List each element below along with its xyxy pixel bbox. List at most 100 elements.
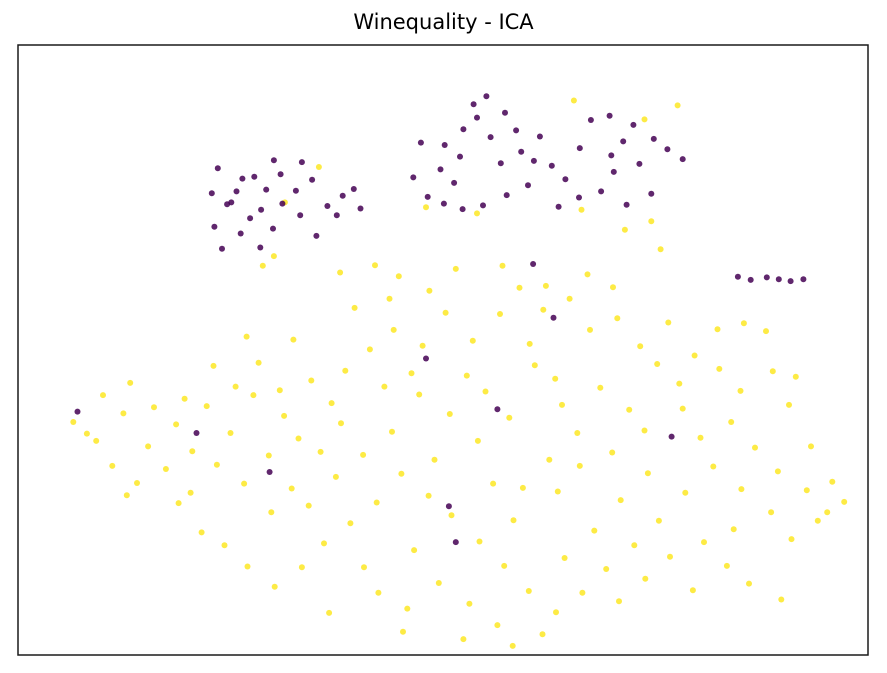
scatter-point-class-1-137 xyxy=(490,480,497,487)
scatter-point-class-1-145 xyxy=(431,456,438,463)
scatter-point-class-1-1 xyxy=(93,437,100,444)
scatter-point-class-1-92 xyxy=(408,370,415,377)
scatter-point-class-1-76 xyxy=(644,470,651,477)
scatter-point-class-1-129 xyxy=(723,562,730,569)
scatter-point-class-1-32 xyxy=(665,319,672,326)
scatter-point-class-1-109 xyxy=(151,404,157,411)
scatter-point-class-0-79 xyxy=(452,539,459,546)
scatter-point-class-1-72 xyxy=(539,631,546,638)
scatter-point-class-0-40 xyxy=(457,153,463,160)
scatter-point-class-0-6 xyxy=(208,190,215,197)
scatter-point-class-0-57 xyxy=(664,146,671,153)
scatter-point-class-0-17 xyxy=(233,188,240,195)
scatter-point-class-0-20 xyxy=(257,244,264,251)
scatter-point-class-0-67 xyxy=(530,157,537,164)
scatter-point-class-1-61 xyxy=(298,564,305,571)
scatter-point-class-1-99 xyxy=(351,304,358,311)
scatter-point-class-0-0 xyxy=(214,165,221,172)
scatter-point-class-1-111 xyxy=(100,392,106,399)
chart-title: Winequality - ICA xyxy=(353,10,534,34)
scatter-point-class-1-75 xyxy=(617,497,624,504)
scatter-point-class-1-114 xyxy=(187,489,194,496)
scatter-point-class-1-25 xyxy=(497,311,503,317)
data-points xyxy=(70,93,848,649)
scatter-point-class-0-78 xyxy=(494,406,501,413)
scatter-point-class-1-128 xyxy=(701,539,707,546)
scatter-point-class-1-22 xyxy=(419,342,426,349)
scatter-point-class-1-125 xyxy=(616,598,622,605)
scatter-point-class-1-165 xyxy=(570,97,577,104)
scatter-point-class-1-20 xyxy=(366,346,373,353)
scatter-point-class-1-10 xyxy=(241,480,248,487)
scatter-point-class-0-44 xyxy=(525,182,531,189)
scatter-point-class-1-171 xyxy=(578,206,585,213)
scatter-point-class-1-18 xyxy=(295,435,302,442)
scatter-point-class-1-21 xyxy=(390,326,397,333)
scatter-point-class-0-39 xyxy=(470,101,477,108)
scatter-point-class-0-26 xyxy=(298,159,305,166)
scatter-point-class-1-37 xyxy=(786,401,792,408)
scatter-point-class-1-38 xyxy=(808,443,814,450)
scatter-point-class-0-7 xyxy=(258,206,265,213)
scatter-point-class-0-8 xyxy=(277,171,284,178)
scatter-point-class-0-31 xyxy=(451,179,458,186)
scatter-point-class-0-66 xyxy=(608,152,615,159)
scatter-point-class-1-158 xyxy=(769,368,776,375)
scatter-point-class-1-60 xyxy=(321,540,327,547)
scatter-point-class-0-3 xyxy=(224,201,231,208)
scatter-point-class-1-69 xyxy=(435,580,442,586)
scatter-point-class-0-63 xyxy=(648,190,655,197)
scatter-point-class-1-45 xyxy=(710,463,717,470)
scatter-point-class-0-32 xyxy=(441,142,448,148)
scatter-point-class-1-36 xyxy=(763,328,769,335)
scatter-point-class-0-34 xyxy=(474,114,480,121)
scatter-point-class-1-3 xyxy=(145,443,152,450)
scatter-point-class-0-10 xyxy=(309,176,316,183)
scatter-point-class-1-173 xyxy=(621,226,628,233)
scatter-point-class-1-94 xyxy=(531,362,538,369)
scatter-point-class-1-83 xyxy=(574,430,581,436)
scatter-point-class-1-121 xyxy=(326,609,333,616)
scatter-point-class-0-80 xyxy=(445,503,452,510)
scatter-point-class-1-164 xyxy=(674,102,681,109)
scatter-point-class-1-58 xyxy=(373,499,380,506)
scatter-point-class-1-55 xyxy=(448,512,455,519)
scatter-point-class-1-84 xyxy=(506,414,513,421)
scatter-point-class-1-44 xyxy=(738,486,745,493)
scatter-point-class-1-0 xyxy=(70,419,77,425)
scatter-point-class-1-71 xyxy=(494,622,501,629)
scatter-point-class-0-58 xyxy=(679,156,686,163)
scatter-point-class-1-127 xyxy=(667,553,673,560)
scatter-point-class-1-11 xyxy=(265,452,272,459)
scatter-point-class-0-74 xyxy=(734,273,741,280)
scatter-point-class-1-82 xyxy=(546,456,553,463)
scatter-point-class-1-14 xyxy=(250,392,257,399)
scatter-point-class-0-38 xyxy=(483,93,490,100)
scatter-point-class-1-70 xyxy=(466,600,473,607)
scatter-point-class-1-12 xyxy=(227,430,234,436)
scatter-point-class-1-57 xyxy=(398,470,405,477)
scatter-point-class-0-43 xyxy=(536,133,543,140)
scatter-point-class-0-71 xyxy=(775,276,782,283)
scatter-point-class-0-35 xyxy=(487,134,494,141)
scatter-point-class-1-68 xyxy=(404,605,411,612)
scatter-point-class-1-90 xyxy=(332,473,339,480)
scatter-point-class-1-56 xyxy=(425,492,432,499)
scatter-point-class-1-159 xyxy=(737,387,744,394)
scatter-point-class-1-148 xyxy=(210,362,217,369)
scatter-point-class-1-98 xyxy=(654,361,661,367)
scatter-point-class-0-83 xyxy=(74,408,81,415)
scatter-point-class-1-51 xyxy=(553,609,559,616)
scatter-point-class-0-64 xyxy=(576,194,582,201)
scatter-point-class-0-51 xyxy=(576,145,583,152)
scatter-point-class-0-23 xyxy=(313,232,320,239)
scatter-point-class-1-126 xyxy=(642,575,649,582)
scatter-point-class-1-19 xyxy=(342,367,349,374)
scatter-point-class-1-34 xyxy=(714,326,721,333)
scatter-point-class-1-105 xyxy=(290,336,297,343)
scatter-point-class-1-9 xyxy=(213,461,220,468)
scatter-point-class-1-7 xyxy=(162,466,169,472)
scatter-point-class-1-54 xyxy=(476,538,483,545)
scatter-point-class-0-69 xyxy=(747,276,754,283)
scatter-point-class-1-139 xyxy=(576,462,583,469)
